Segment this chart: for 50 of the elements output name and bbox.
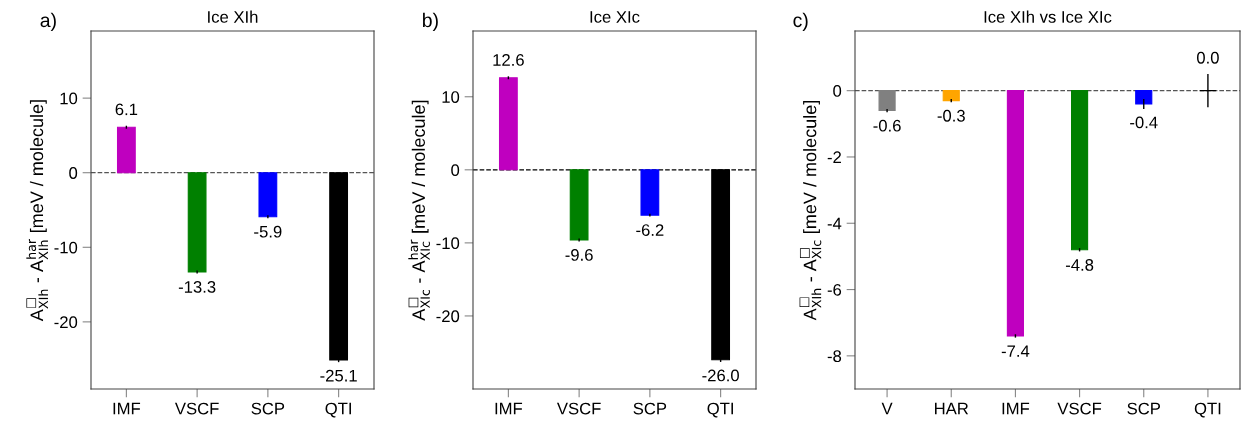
data-label: -4.8	[1065, 259, 1094, 271]
y-tick-label: -6	[827, 283, 842, 296]
y-tick-label: 10	[442, 91, 460, 103]
x-tick-label: VSCF	[556, 402, 601, 415]
x-tick-label: IMF	[113, 402, 141, 415]
y-tick-label: 0	[451, 164, 460, 177]
y-tick-label: -20	[436, 310, 460, 323]
data-label: 12.6	[493, 54, 524, 66]
y-tick-label: -8	[827, 350, 842, 363]
data-label: -7.4	[1001, 345, 1030, 357]
y-tick-label: 0	[69, 167, 78, 179]
data-label: 6.1	[115, 103, 138, 116]
x-tick-label: QTI	[1194, 402, 1221, 418]
y-tick-label: -2	[827, 151, 841, 163]
chart-title: Ice XIh	[208, 10, 258, 23]
x-tick-label: IMF	[1002, 402, 1030, 415]
data-label: -9.6	[565, 249, 593, 261]
y-axis-title: A$^{□}$$_{XIh}$ - A$^{□}$$_{XIc}$ [meV / molecule]	[799, 101, 822, 321]
text: a)	[40, 12, 56, 31]
x-tick-label: VSCF	[174, 402, 219, 415]
chart-title: Ice XIh vs Ice XIc	[984, 10, 1112, 23]
data-label: 0.0	[1196, 51, 1219, 64]
y-axis-title: A$^{□}$$_{XIc}$ - A$^{har}$$_{XIc}$ [meV / molecule]	[408, 100, 430, 321]
data-label: -0.6	[873, 119, 901, 132]
data-label: -26.0	[702, 369, 739, 382]
chart-title: Ice XIc	[590, 11, 640, 23]
x-tick-label: SCP	[1127, 402, 1160, 415]
x-tick-label: IMF	[495, 402, 523, 415]
x-tick-label: QTI	[325, 402, 351, 418]
x-tick-label: QTI	[707, 402, 733, 418]
data-label: -0.3	[937, 109, 965, 122]
data-label: -6.2	[636, 224, 664, 236]
data-label: -0.4	[1130, 116, 1158, 129]
y-axis-title: A$^{□}$$_{XIh}$ - A$^{har}$$_{XIh}$ [meV / molecule]	[26, 100, 48, 322]
data-label: -13.3	[178, 281, 216, 293]
x-tick-label: SCP	[633, 402, 667, 415]
text: b)	[423, 12, 438, 31]
data-label: -25.1	[320, 369, 357, 382]
data-label: -5.9	[254, 225, 282, 238]
y-tick-label: -4	[827, 217, 842, 230]
y-tick-label: -10	[54, 241, 78, 254]
y-tick-label: 0	[833, 85, 842, 97]
x-tick-label: SCP	[251, 402, 285, 415]
x-tick-label: V	[881, 402, 893, 415]
x-tick-label: HAR	[935, 402, 969, 415]
x-tick-label: VSCF	[1057, 402, 1102, 415]
text: c)	[793, 12, 808, 31]
y-tick-label: 10	[60, 92, 78, 105]
y-tick-label: -20	[54, 316, 78, 329]
y-tick-label: -10	[436, 237, 460, 250]
